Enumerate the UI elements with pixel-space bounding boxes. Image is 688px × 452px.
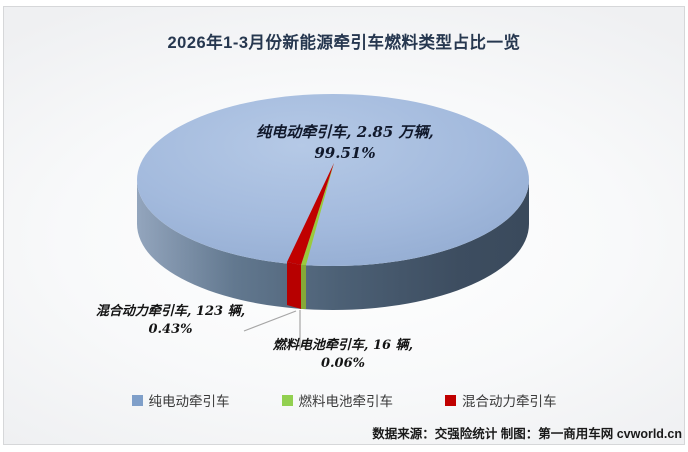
pie-slice-hybrid-side: [287, 262, 301, 309]
leader-line-hybrid: [243, 310, 297, 332]
data-label-fuelcell: 燃料电池牵引车, 16 辆, 0.06%: [263, 337, 423, 373]
chart-legend: 纯电动牵引车 燃料电池牵引车 混合动力牵引车: [0, 390, 688, 410]
data-label-fuelcell-line1: 燃料电池牵引车, 16 辆,: [272, 338, 414, 353]
pie-side-wall: [137, 180, 529, 310]
pie-slice-electric: [137, 94, 529, 266]
pie-slice-hybrid: [287, 163, 334, 265]
legend-item-fuelcell[interactable]: 燃料电池牵引车: [281, 390, 394, 410]
data-source-credit: 数据来源：交强险统计 制图：第一商用车网 cvworld.cn: [372, 427, 682, 441]
legend-swatch-electric: [131, 394, 143, 406]
data-label-electric-line1: 纯电动牵引车, 2.85 万辆,: [256, 123, 434, 141]
legend-label-hybrid: 混合动力牵引车: [462, 394, 557, 409]
legend-label-electric: 纯电动牵引车: [148, 394, 230, 409]
data-label-electric: 纯电动牵引车, 2.85 万辆, 99.51%: [215, 122, 475, 164]
data-label-electric-line2: 99.51%: [314, 144, 376, 162]
data-label-hybrid-line1: 混合动力牵引车, 123 辆,: [95, 304, 246, 319]
legend-swatch-fuelcell: [281, 394, 293, 406]
legend-item-hybrid[interactable]: 混合动力牵引车: [445, 390, 557, 410]
chart-title: 2026年1-3月份新能源牵引车燃料类型占比一览: [167, 34, 521, 52]
legend-item-electric[interactable]: 纯电动牵引车: [131, 390, 230, 410]
data-label-hybrid-line2: 0.43%: [148, 322, 193, 337]
pie-slice-fuelcell-side: [301, 265, 306, 309]
legend-label-fuelcell: 燃料电池牵引车: [298, 394, 394, 409]
data-label-hybrid: 混合动力牵引车, 123 辆, 0.43%: [88, 303, 253, 339]
legend-swatch-hybrid: [445, 394, 456, 406]
data-label-fuelcell-line2: 0.06%: [320, 356, 365, 371]
